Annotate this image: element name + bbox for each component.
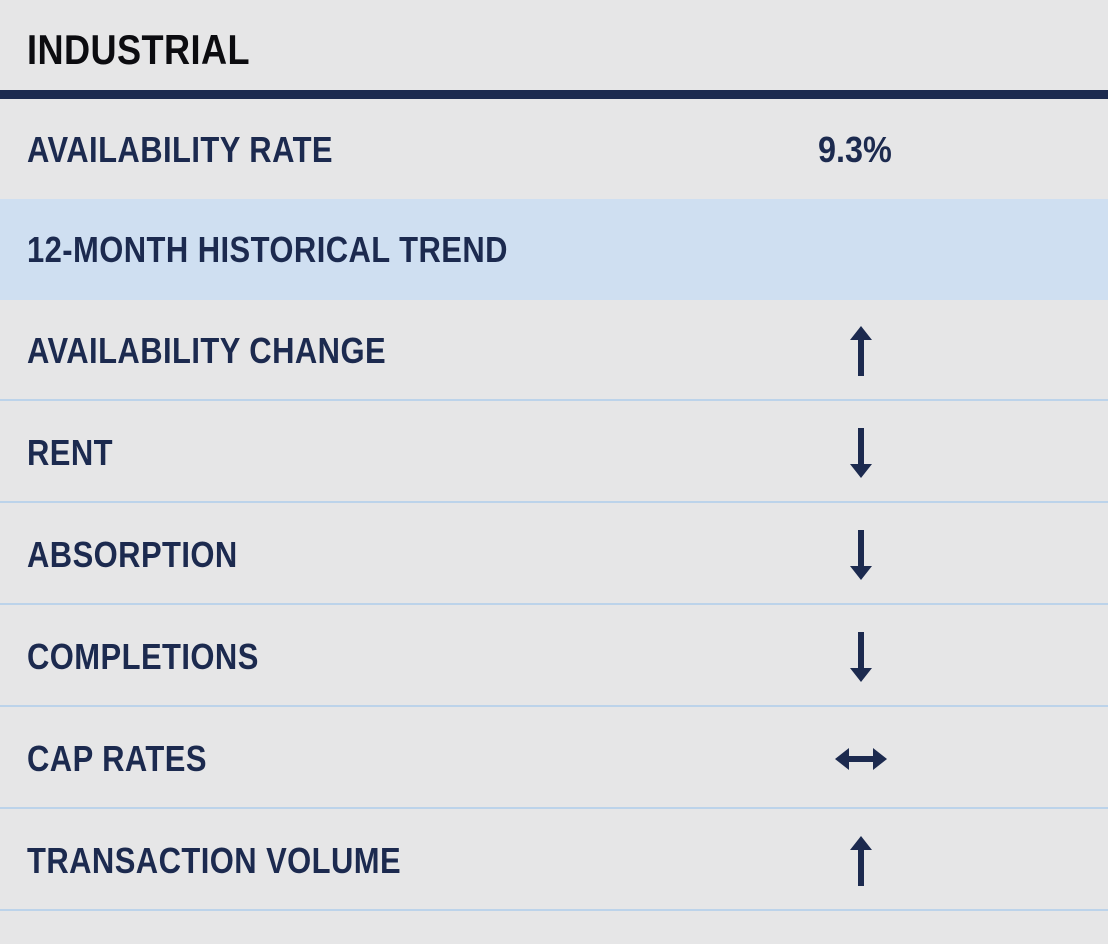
trend-row-completions: COMPLETIONS <box>0 606 1108 707</box>
trend-label: RENT <box>27 431 113 473</box>
arrow-down-icon <box>850 427 872 478</box>
row-divider <box>0 807 1108 809</box>
row-divider <box>0 909 1108 911</box>
arrow-down-icon <box>850 631 872 682</box>
row-divider <box>0 603 1108 605</box>
availability-rate-label: AVAILABILITY RATE <box>27 128 334 170</box>
arrow-up-icon <box>850 835 872 886</box>
trend-label: ABSORPTION <box>27 533 238 575</box>
trend-label: COMPLETIONS <box>27 635 259 677</box>
trend-label: TRANSACTION VOLUME <box>27 839 402 881</box>
arrow-up-icon <box>850 325 872 376</box>
panel-title: INDUSTRIAL <box>27 26 251 73</box>
availability-rate-row: AVAILABILITY RATE 9.3% <box>0 99 1108 200</box>
row-divider <box>0 399 1108 401</box>
header-rule <box>0 90 1108 99</box>
trend-label: CAP RATES <box>27 737 207 779</box>
trend-row-rent: RENT <box>0 402 1108 503</box>
trend-heading: 12-MONTH HISTORICAL TREND <box>27 228 508 270</box>
arrow-down-icon <box>850 529 872 580</box>
trend-row-cap-rates: CAP RATES <box>0 708 1108 809</box>
availability-rate-value: 9.3% <box>818 128 892 170</box>
trend-row-availability-change: AVAILABILITY CHANGE <box>0 300 1108 401</box>
panel-header: INDUSTRIAL <box>0 0 1108 92</box>
arrow-left-right-icon <box>835 747 887 770</box>
trend-heading-band: 12-MONTH HISTORICAL TREND <box>0 199 1108 300</box>
row-divider <box>0 705 1108 707</box>
row-divider <box>0 501 1108 503</box>
trend-row-absorption: ABSORPTION <box>0 504 1108 605</box>
trend-label: AVAILABILITY CHANGE <box>27 329 387 371</box>
trend-row-transaction-volume: TRANSACTION VOLUME <box>0 810 1108 911</box>
